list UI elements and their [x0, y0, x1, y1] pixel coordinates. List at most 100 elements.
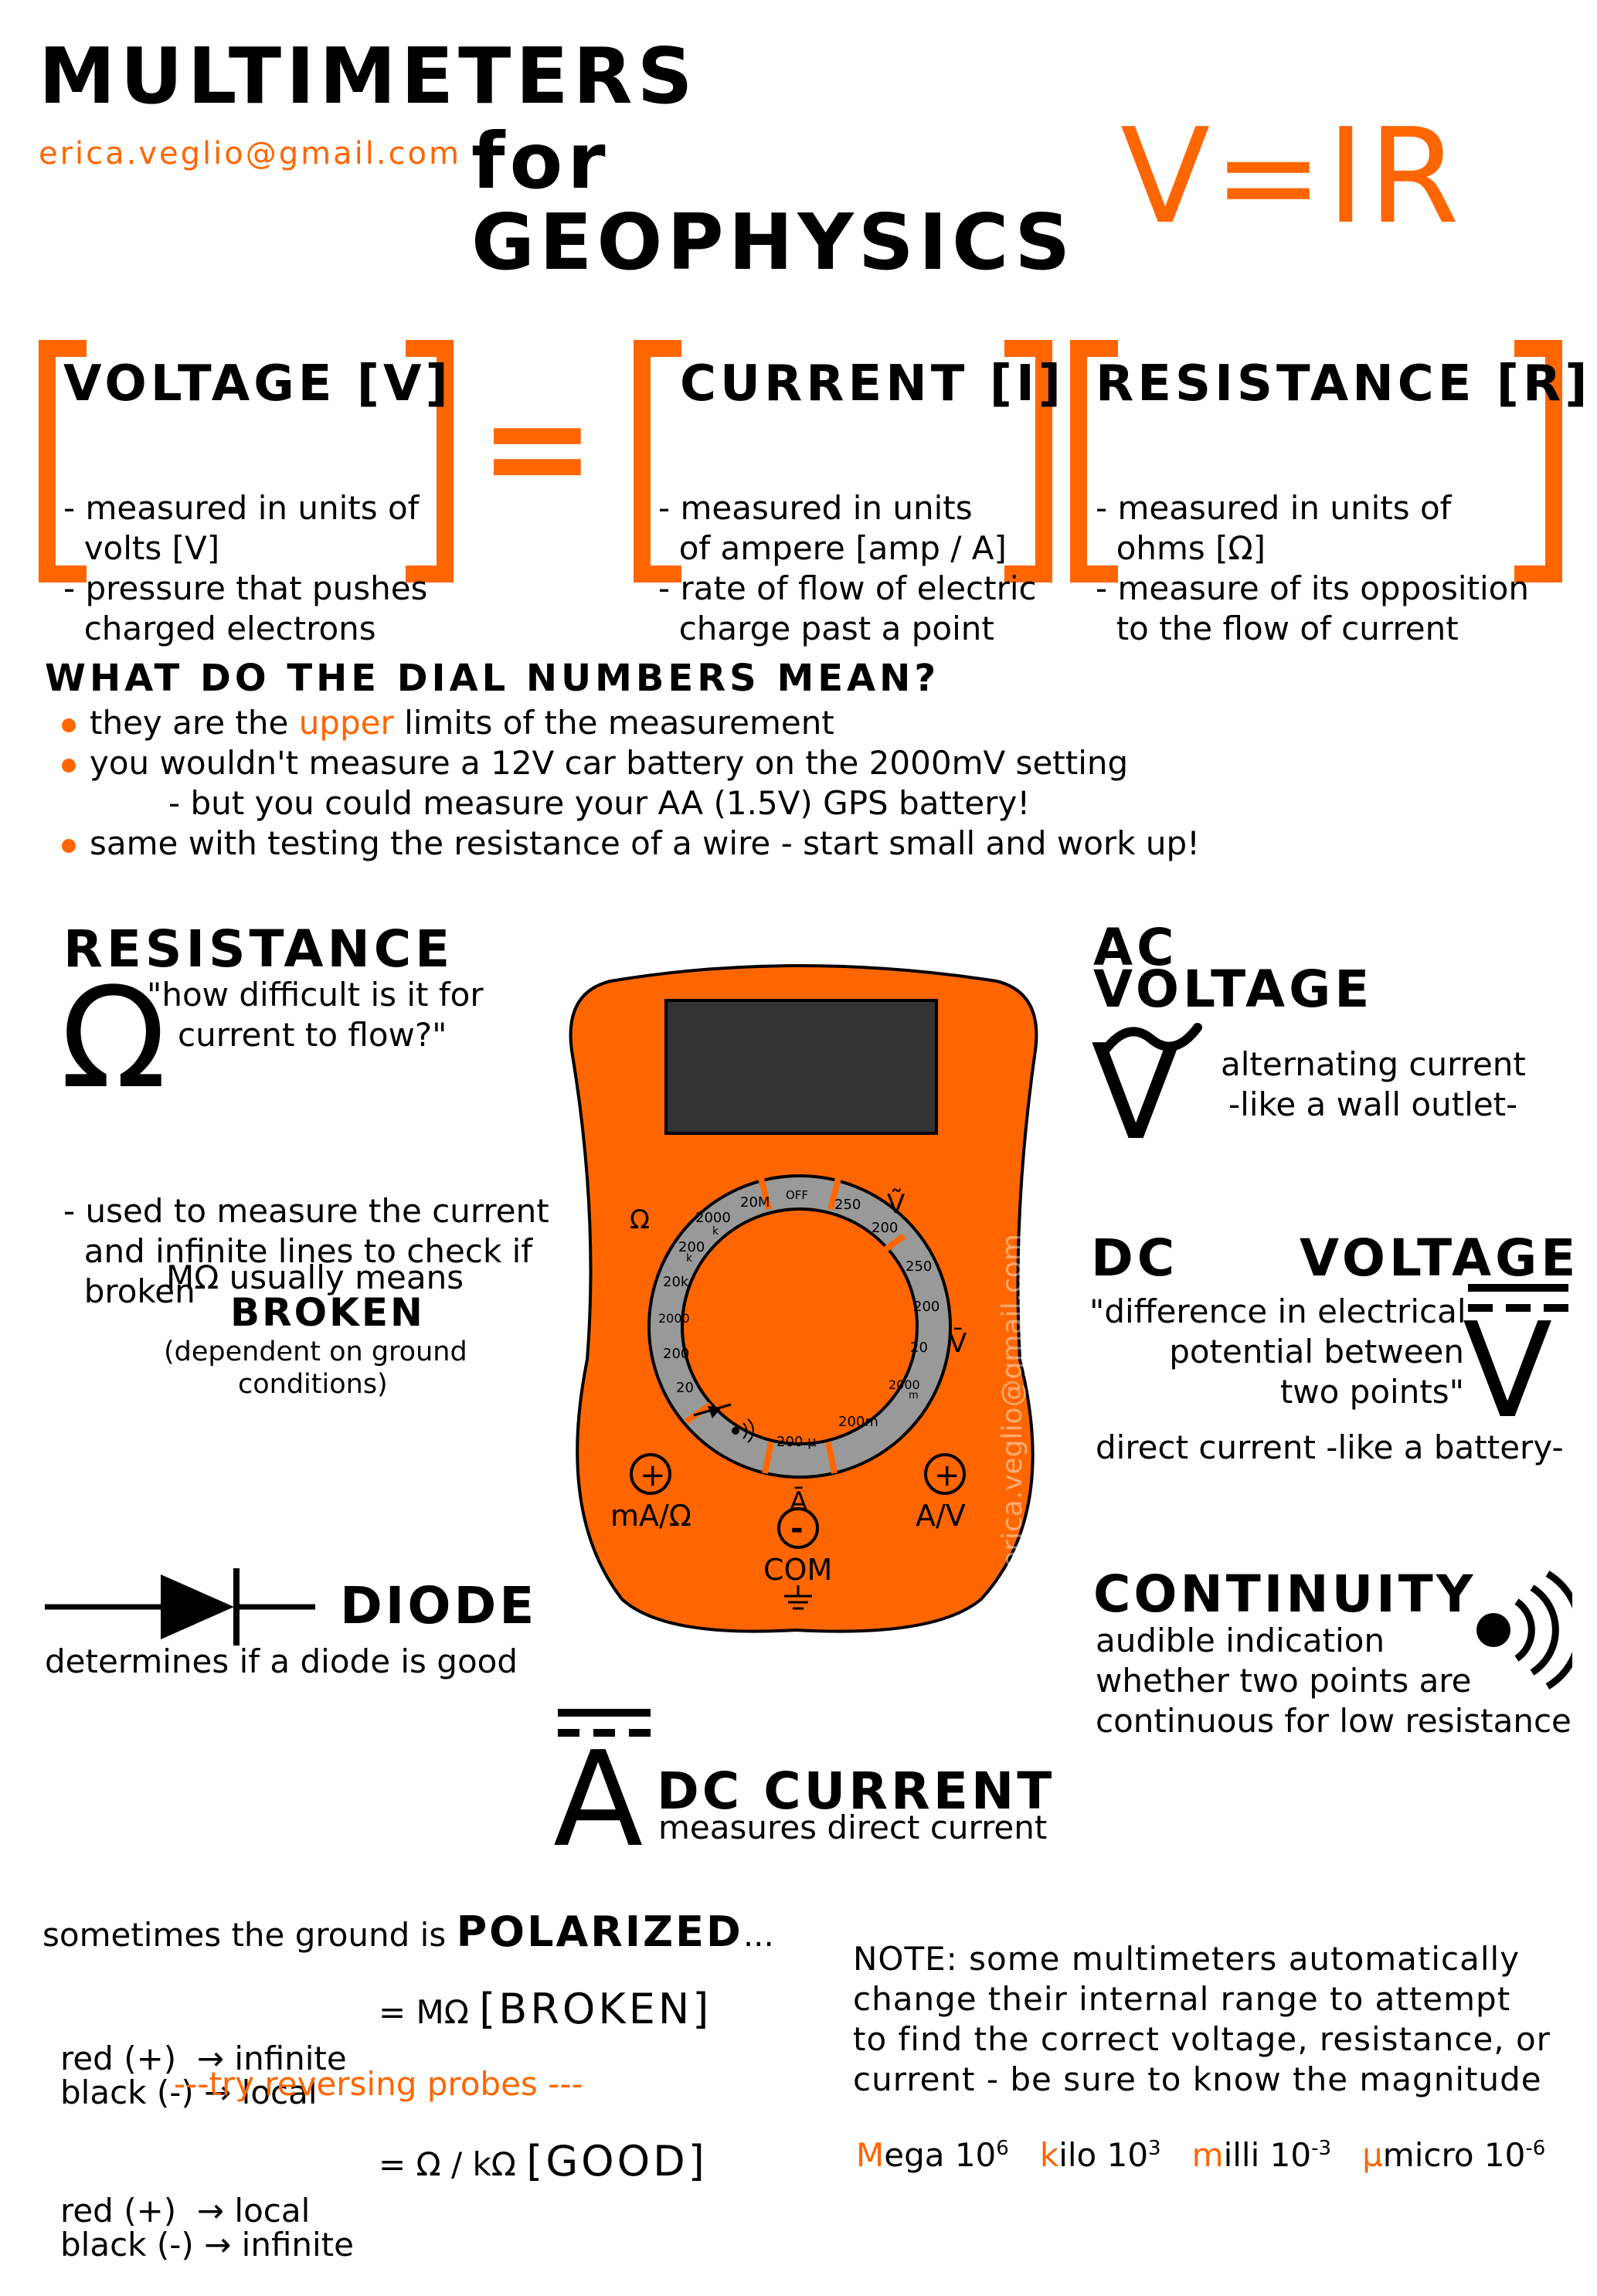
ohm-range-20: 20	[676, 1380, 694, 1396]
ohm-range-2000k: 2000	[695, 1210, 731, 1226]
dc-line-icon	[1468, 1284, 1568, 1312]
dc-description: direct current -like a battery-	[1096, 1428, 1564, 1466]
amp-range-200u: 200 µ	[776, 1434, 817, 1450]
speaker-sound-icon	[1476, 1571, 1572, 1690]
ac-heading-2: VOLTAGE	[1093, 959, 1374, 1019]
polarized-line: sometimes the ground is POLARIZED...	[42, 1907, 774, 1956]
continuity-description: audible indication whether two points are…	[1096, 1622, 1572, 1740]
resistance-eq-heading: RESISTANCE [R]	[1096, 355, 1592, 413]
prefix-kilo: kilo 103	[1039, 2136, 1161, 2174]
dcv-range-250: 250	[906, 1258, 932, 1275]
ohm-range-20k: 20k	[663, 1274, 689, 1290]
dcv-range-20: 20	[910, 1340, 928, 1356]
ohm-range-k-1: k	[712, 1225, 719, 1238]
resistance-heading: RESISTANCE	[63, 919, 454, 979]
current-heading: CURRENT [I]	[680, 355, 1065, 413]
port-com-jack[interactable]	[777, 1507, 819, 1549]
dial-continuity-icon	[732, 1418, 754, 1443]
diode-description: determines if a diode is good	[45, 1642, 518, 1680]
watermark-email: erica.veglio@gmail.com	[997, 1234, 1028, 1568]
formula-v-ir: V=IR	[1120, 100, 1463, 253]
ohm-range-k-2: k	[686, 1252, 693, 1265]
dial-label-dcv: V̄	[949, 1327, 967, 1359]
broken-label: BROKEN	[230, 1290, 425, 1335]
ac-heading-1: AC	[1093, 918, 1178, 977]
ac-desc-2: -like a wall outlet-	[1228, 1085, 1518, 1123]
resistance-bracket-right	[1514, 340, 1562, 582]
dc-current-heading: DC CURRENT	[657, 1761, 1055, 1821]
port-right-plus: +	[934, 1458, 960, 1493]
dc-voltage-symbol-icon: V	[1463, 1295, 1553, 1448]
try-reversing-probes: ---try reversing probes ---	[174, 2065, 583, 2103]
port-com-label: COM	[763, 1553, 832, 1587]
dial-bullet-2: you wouldn't measure a 12V car battery o…	[62, 743, 1128, 783]
dial-bullet-3: same with testing the resistance of a wi…	[62, 824, 1200, 864]
port-left-plus: +	[640, 1458, 666, 1493]
dc-current-line-icon	[558, 1709, 651, 1737]
dial-bullet-2-sub: - but you could measure your AA (1.5V) G…	[168, 784, 1031, 822]
acv-range-200: 200	[872, 1220, 898, 1236]
dc-heading-2: VOLTAGE	[1300, 1228, 1580, 1288]
resistance-bracket-left	[1070, 340, 1118, 582]
ohm-range-2000: 2000	[658, 1311, 690, 1326]
ground-note-2: conditions)	[238, 1369, 388, 1400]
title-line-1: MULTIMETERS	[39, 31, 698, 121]
ohm-range-20m: 20M	[740, 1194, 770, 1211]
dc-quote: "difference in electrical potential betwe…	[1089, 1292, 1466, 1411]
diode-icon	[45, 1568, 315, 1646]
ac-desc-1: alternating current	[1221, 1045, 1526, 1083]
ohm-symbol-icon: Ω	[60, 958, 167, 1119]
equals-sign: =	[479, 367, 596, 528]
dial-label-acv: Ṽ	[887, 1188, 905, 1220]
polarized-result-2: = Ω / kΩ [GOOD]	[379, 2137, 708, 2186]
voltage-description: - measured in units of volts [V] - pressu…	[63, 489, 428, 647]
title-line-3: GEOPHYSICS	[471, 197, 1075, 287]
resistance-description: - used to measure the current and infini…	[63, 1192, 549, 1310]
voltage-bracket-right	[406, 340, 454, 582]
ohm-range-200k: 200	[678, 1239, 705, 1255]
title-line-2: for	[471, 116, 610, 206]
prefix-micro: µmicro 10-6	[1362, 2136, 1546, 2174]
ground-icon	[784, 1585, 812, 1610]
metric-prefixes: Mega 106 kilo 103 milli 10-3 µmicro 10-6	[856, 2128, 1545, 2175]
dial-diode-icon	[693, 1403, 732, 1418]
dc-current-symbol-icon: A	[553, 1724, 644, 1877]
prefix-milli: milli 10-3	[1191, 2136, 1331, 2174]
multimeter-illustration: erica.veglio@gmail.com OFF Ω Ṽ V̄ Ā 20M …	[569, 964, 1038, 1633]
bullet-dot	[62, 758, 76, 773]
current-bracket-right	[1004, 340, 1052, 582]
dial-bullet-1: they are the upper limits of the measure…	[62, 703, 834, 743]
ground-note-1: (dependent on ground	[164, 1337, 467, 1367]
author-email[interactable]: erica.veglio@gmail.com	[39, 136, 461, 172]
resistance-quote-2: current to flow?"	[178, 1016, 447, 1054]
dcv-range-200: 200	[913, 1299, 940, 1315]
port-left-jack[interactable]	[630, 1453, 671, 1495]
port-right-label: A/V	[916, 1499, 966, 1533]
current-bracket-left	[634, 340, 681, 582]
tilde-icon	[1100, 1023, 1202, 1055]
dcv-range-m: m	[909, 1390, 919, 1401]
dial-knob	[681, 1207, 919, 1445]
diode-heading: DIODE	[340, 1576, 538, 1635]
resistance-eq-description: - measured in units of ohms [Ω] - measure…	[1096, 489, 1529, 647]
polarized-case-1: red (+) → infinite black (-) → local	[60, 2040, 347, 2111]
voltage-bracket-left	[39, 340, 87, 582]
polarized-result-1: = MΩ [BROKEN]	[379, 1985, 712, 2033]
port-com-minus: -	[790, 1511, 804, 1547]
dial-heading: WHAT DO THE DIAL NUMBERS MEAN?	[45, 657, 940, 700]
resistance-quote-1: "how difficult is it for	[147, 976, 484, 1014]
range-note: NOTE: some multimeters automatically chan…	[853, 1940, 1551, 2098]
voltage-heading: VOLTAGE [V]	[63, 355, 452, 413]
bullet-dot	[62, 718, 76, 732]
dc-current-description: measures direct current	[658, 1809, 1048, 1846]
port-right-jack[interactable]	[924, 1453, 966, 1495]
ac-voltage-symbol-icon: V	[1091, 1017, 1181, 1170]
port-left-label: mA/Ω	[610, 1499, 691, 1533]
multimeter-screen	[664, 999, 938, 1135]
prefix-mega: Mega 106	[856, 2136, 1009, 2174]
polarized-case-2: red (+) → local black (-) → infinite	[60, 2192, 354, 2264]
dial-label-omega: Ω	[630, 1204, 650, 1235]
acv-range-250: 250	[834, 1197, 861, 1213]
dc-heading-1: DC	[1091, 1228, 1179, 1288]
bullet-dot	[62, 838, 76, 853]
